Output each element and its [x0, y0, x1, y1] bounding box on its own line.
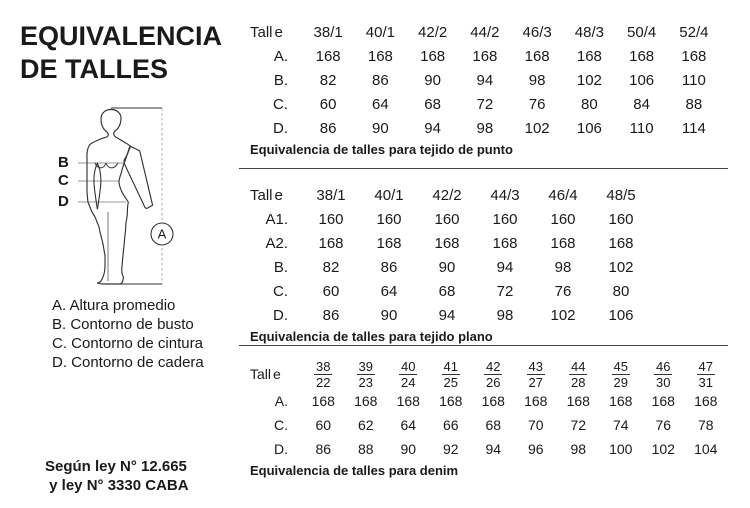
- svg-text:A: A: [158, 227, 167, 242]
